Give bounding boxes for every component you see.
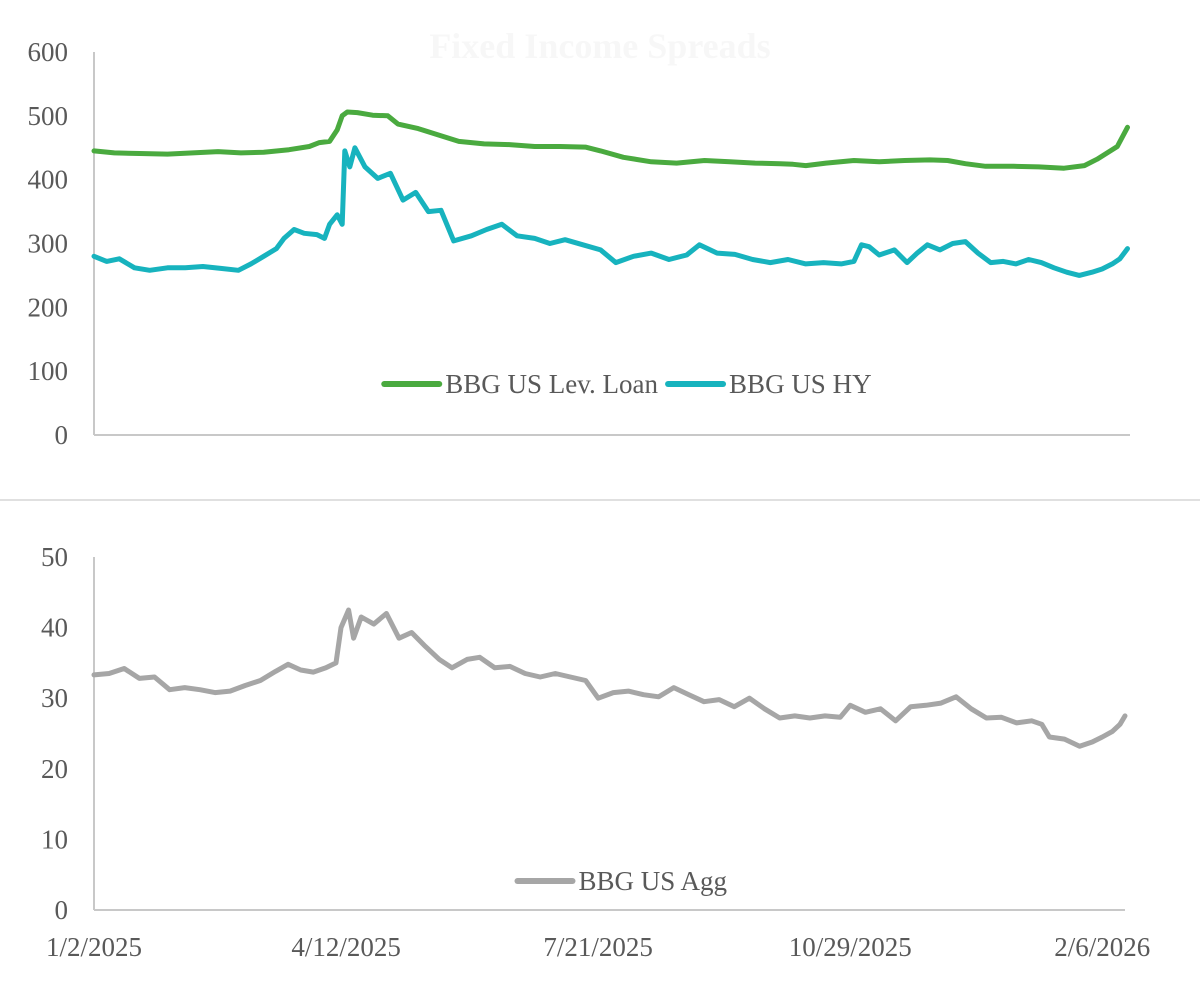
series-line-bbg-us-agg bbox=[91, 607, 1128, 749]
top-chart-title: Fixed Income Spreads bbox=[429, 26, 770, 66]
series-line-bbg-us-lev-loan bbox=[91, 109, 1130, 171]
x-tick-labels: 1/2/2025 4/12/2025 7/21/2025 10/29/2025 2/6/… bbox=[46, 932, 1150, 962]
top-y-tick-label: 400 bbox=[28, 165, 69, 195]
top-y-tick-label: 100 bbox=[28, 356, 69, 386]
x-tick-label: 10/29/2025 bbox=[789, 932, 912, 962]
bottom-y-tick-label: 30 bbox=[41, 683, 68, 713]
top-y-tick-label: 200 bbox=[28, 292, 69, 322]
top-series-lines bbox=[91, 109, 1130, 278]
top-y-tick-labels: 0 100 200 300 400 500 600 bbox=[28, 37, 69, 450]
bottom-series-lines bbox=[91, 607, 1128, 749]
legend-label-bbg-us-agg: BBG US Agg bbox=[579, 866, 728, 896]
legend-label-bbg-us-hy: BBG US HY bbox=[729, 369, 872, 399]
top-y-tick-label: 300 bbox=[28, 229, 69, 259]
bottom-legend: BBG US Agg bbox=[514, 866, 728, 896]
x-tick-label: 2/6/2026 bbox=[1054, 932, 1150, 962]
bottom-y-tick-label: 50 bbox=[41, 542, 68, 572]
top-legend: BBG US Lev. Loan BBG US HY bbox=[381, 369, 872, 399]
top-y-tick-label: 0 bbox=[55, 420, 69, 450]
top-y-tick-label: 600 bbox=[28, 37, 69, 67]
legend-label-bbg-us-lev-loan: BBG US Lev. Loan bbox=[445, 369, 658, 399]
bottom-y-tick-label: 10 bbox=[41, 824, 68, 854]
bottom-y-tick-label: 40 bbox=[41, 613, 68, 643]
bottom-y-tick-labels: 0 10 20 30 40 50 bbox=[41, 542, 68, 925]
x-tick-label: 4/12/2025 bbox=[291, 932, 401, 962]
bottom-y-tick-label: 20 bbox=[41, 754, 68, 784]
series-line-bbg-us-hy bbox=[91, 145, 1130, 278]
x-tick-label: 1/2/2025 bbox=[46, 932, 142, 962]
bottom-y-tick-label: 0 bbox=[55, 895, 69, 925]
top-y-tick-label: 500 bbox=[28, 101, 69, 131]
x-tick-label: 7/21/2025 bbox=[543, 932, 653, 962]
